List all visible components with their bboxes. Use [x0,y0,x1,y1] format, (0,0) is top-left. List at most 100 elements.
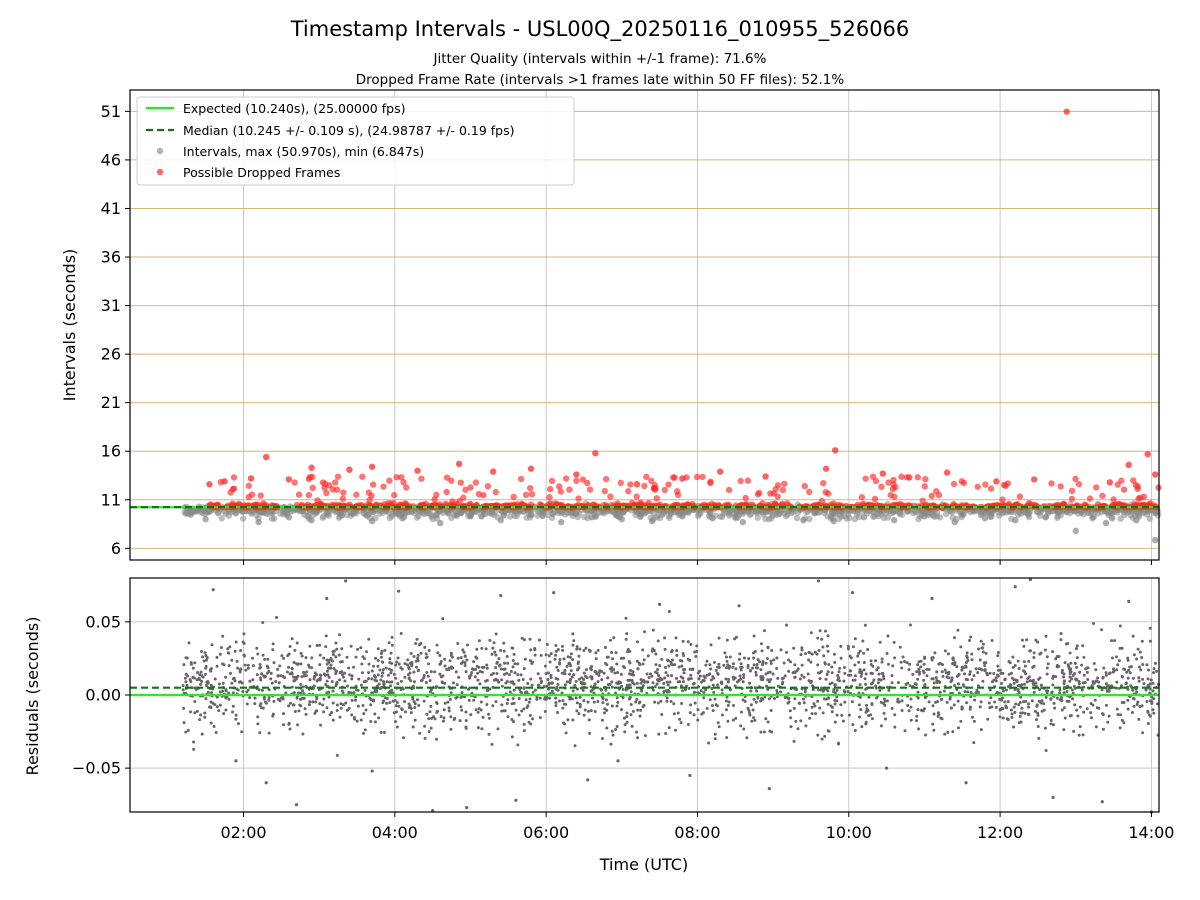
interval-point [437,519,444,527]
interval-point [988,513,995,520]
residual-point [284,691,288,695]
residual-point [429,704,433,708]
residual-point [356,704,360,708]
residual-point [367,677,371,681]
residual-point [599,687,603,691]
residual-point [472,698,476,702]
interval-point [324,510,332,517]
residual-point [1123,667,1127,671]
residual-point [315,697,319,701]
residual-point [558,657,562,661]
residual-point [876,681,880,685]
residual-point [1025,680,1029,684]
dropped-frame-point [783,500,791,507]
residual-point [365,650,369,654]
residual-point [951,730,955,734]
residual-point [1051,674,1055,678]
interval-point [618,516,626,523]
residual-point [760,675,764,679]
residual-point [1020,711,1024,715]
residual-point [927,700,931,704]
residual-point [726,680,730,684]
residual-point [709,667,713,671]
interval-point [661,508,668,516]
interval-point [558,518,565,526]
dropped-frame-point [573,471,580,478]
residual-point [395,660,399,664]
residual-point [663,676,667,680]
residual-point [409,679,413,683]
residual-point [528,659,532,663]
residual-point [870,702,874,706]
residual-point [994,705,998,709]
residual-point [604,698,608,702]
residual-point [240,681,244,685]
residual-point [693,701,697,705]
residual-point [301,732,305,736]
residual-point [603,707,607,711]
residual-point [1128,665,1132,669]
interval-point [433,515,441,522]
residual-point [612,636,616,640]
residual-point [302,670,306,674]
residual-point [383,648,387,652]
residual-point [382,730,386,734]
residual-point [522,729,526,733]
residual-point [261,706,265,710]
residual-point [726,663,730,667]
residual-point [494,632,498,636]
residual-point [248,685,252,689]
residual-point [725,736,729,740]
residual-point [506,715,510,719]
residual-point [480,727,484,731]
residual-point [878,640,882,644]
residual-point [535,697,539,701]
residual-point [1132,653,1136,657]
intervals-x-ticks [242,560,1152,565]
residual-point [1118,726,1122,730]
residual-point [827,696,831,700]
residual-point [345,655,349,659]
residual-point [1020,706,1024,710]
residual-point [860,725,864,729]
residual-point [922,678,926,682]
residual-point [199,649,203,653]
residual-point [1148,639,1152,643]
residual-point [1045,691,1049,695]
residual-point [818,677,822,681]
residual-point [364,708,368,712]
residual-point [1036,711,1040,715]
residual-point [457,675,461,679]
dropped-frame-point [522,491,530,499]
residual-point [814,712,818,716]
residual-point [681,676,685,680]
residual-point [863,677,867,681]
residual-point [319,723,323,727]
residual-point [1032,664,1036,668]
residual-point [803,690,807,694]
residual-point [448,697,452,701]
residual-point [946,652,950,656]
residual-point [304,656,308,660]
residual-point [228,645,232,649]
residual-point [293,648,297,652]
residual-point [280,654,284,658]
residual-point [610,685,614,689]
residual-point [334,655,338,659]
residual-point [742,673,746,677]
residual-point [605,726,609,730]
dropped-frame-point [317,500,324,507]
residual-point [846,647,850,651]
residual-point [687,686,691,690]
residual-point [603,711,607,715]
residual-point [1003,700,1007,704]
dropped-frame-point [566,486,573,493]
residual-point [1104,703,1108,707]
residual-point [638,714,642,718]
residual-point [851,723,855,727]
residual-point [1027,659,1031,663]
residual-point [1014,702,1018,706]
residual-point [422,699,426,703]
interval-point [415,512,422,520]
residual-point [624,616,628,620]
